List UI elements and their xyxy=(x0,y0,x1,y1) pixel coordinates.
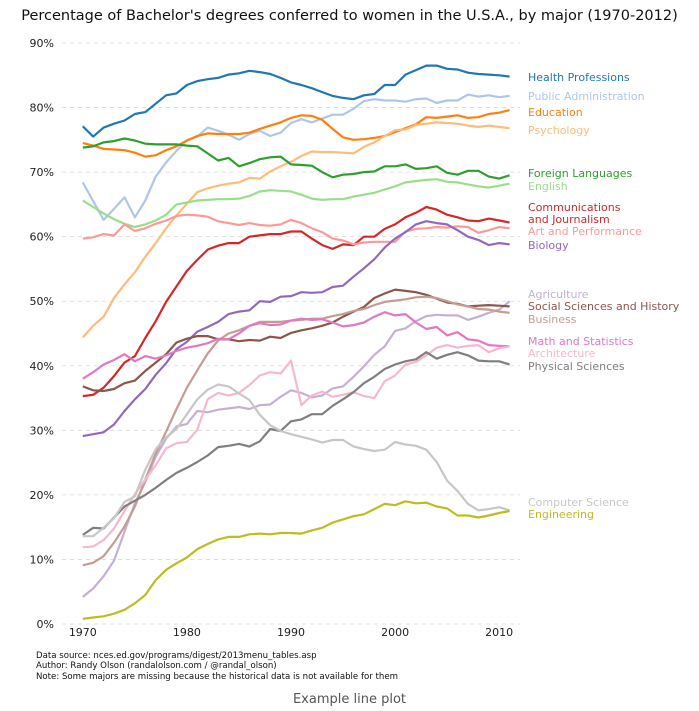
series-line-english xyxy=(82,178,510,229)
series-label-education: Education xyxy=(528,106,583,119)
series-line-communications-and-journalism xyxy=(82,205,510,398)
x-tick-label: 2000 xyxy=(381,626,409,639)
x-tick-labels: 1970 1980 1990 2000 2010 xyxy=(69,626,513,639)
series-line-education xyxy=(82,109,510,158)
y-tick-label: 40% xyxy=(30,360,54,373)
series-label-art-and-performance: Art and Performance xyxy=(528,225,642,238)
y-tick-label: 10% xyxy=(30,553,54,566)
series-line-physical-sciences xyxy=(82,351,510,536)
series-label-business: Business xyxy=(528,313,577,326)
series-label-communications-and-journalism: Communications xyxy=(528,201,621,214)
series-label-communications-and-journalism: and Journalism xyxy=(528,213,610,226)
series-label-engineering: Engineering xyxy=(528,508,594,521)
y-tick-label: 0% xyxy=(37,618,54,631)
series-line-public-administration xyxy=(81,93,510,221)
series-line-computer-science xyxy=(82,383,510,538)
y-tick-label: 30% xyxy=(30,424,54,437)
data-source-note: Data source: nces.ed.gov/programs/digest… xyxy=(36,651,317,661)
series-line-psychology xyxy=(81,121,510,339)
series-labels: Health Professions Public Administration E… xyxy=(528,71,680,521)
series-label-public-administration: Public Administration xyxy=(528,90,645,103)
y-tick-label: 70% xyxy=(30,166,54,179)
x-tick-label: 1970 xyxy=(69,626,97,639)
series-line-social-sciences-and-history xyxy=(82,288,510,393)
y-tick-label: 80% xyxy=(30,102,54,115)
series-label-math-and-statistics: Math and Statistics xyxy=(528,335,634,348)
series-label-psychology: Psychology xyxy=(528,124,590,137)
x-tick-label: 1980 xyxy=(173,626,201,639)
series-label-physical-sciences: Physical Sciences xyxy=(528,360,625,373)
chart-title: Percentage of Bachelor's degrees conferr… xyxy=(21,8,678,24)
series-line-engineering xyxy=(82,500,510,620)
series-lines xyxy=(81,64,511,620)
y-tick-label: 90% xyxy=(30,37,54,50)
series-line-architecture xyxy=(82,344,510,549)
series-label-agriculture: Agriculture xyxy=(528,288,589,301)
x-tick-label: 1990 xyxy=(277,626,305,639)
series-line-foreign-languages xyxy=(82,137,510,180)
y-tick-label: 20% xyxy=(30,489,54,502)
figure-caption: Example line plot xyxy=(292,692,407,707)
series-line-math-and-statistics xyxy=(82,311,510,380)
series-line-biology xyxy=(82,220,510,438)
series-label-biology: Biology xyxy=(528,239,569,252)
series-line-art-and-performance xyxy=(82,213,510,246)
y-tick-label: 60% xyxy=(30,231,54,244)
y-tick-label: 50% xyxy=(30,295,54,308)
series-label-english: English xyxy=(528,180,568,193)
chart-notes: Data source: nces.ed.gov/programs/digest… xyxy=(36,651,398,682)
y-tick-labels: 0% 10% 20% 30% 40% 50% 60% 70% 80% 90% xyxy=(30,37,54,631)
series-line-health-professions xyxy=(82,64,510,138)
x-tick-label: 2010 xyxy=(485,626,513,639)
series-label-architecture: Architecture xyxy=(528,347,596,360)
series-label-foreign-languages: Foreign Languages xyxy=(528,167,633,180)
series-label-computer-science: Computer Science xyxy=(528,496,629,509)
series-label-social-sciences-and-history: Social Sciences and History xyxy=(528,300,680,313)
series-label-health-professions: Health Professions xyxy=(528,71,630,84)
missing-majors-note: Note: Some majors are missing because th… xyxy=(36,671,398,682)
author-note: Author: Randy Olson (randalolson.com / @… xyxy=(36,661,277,672)
series-line-agriculture xyxy=(82,300,511,598)
